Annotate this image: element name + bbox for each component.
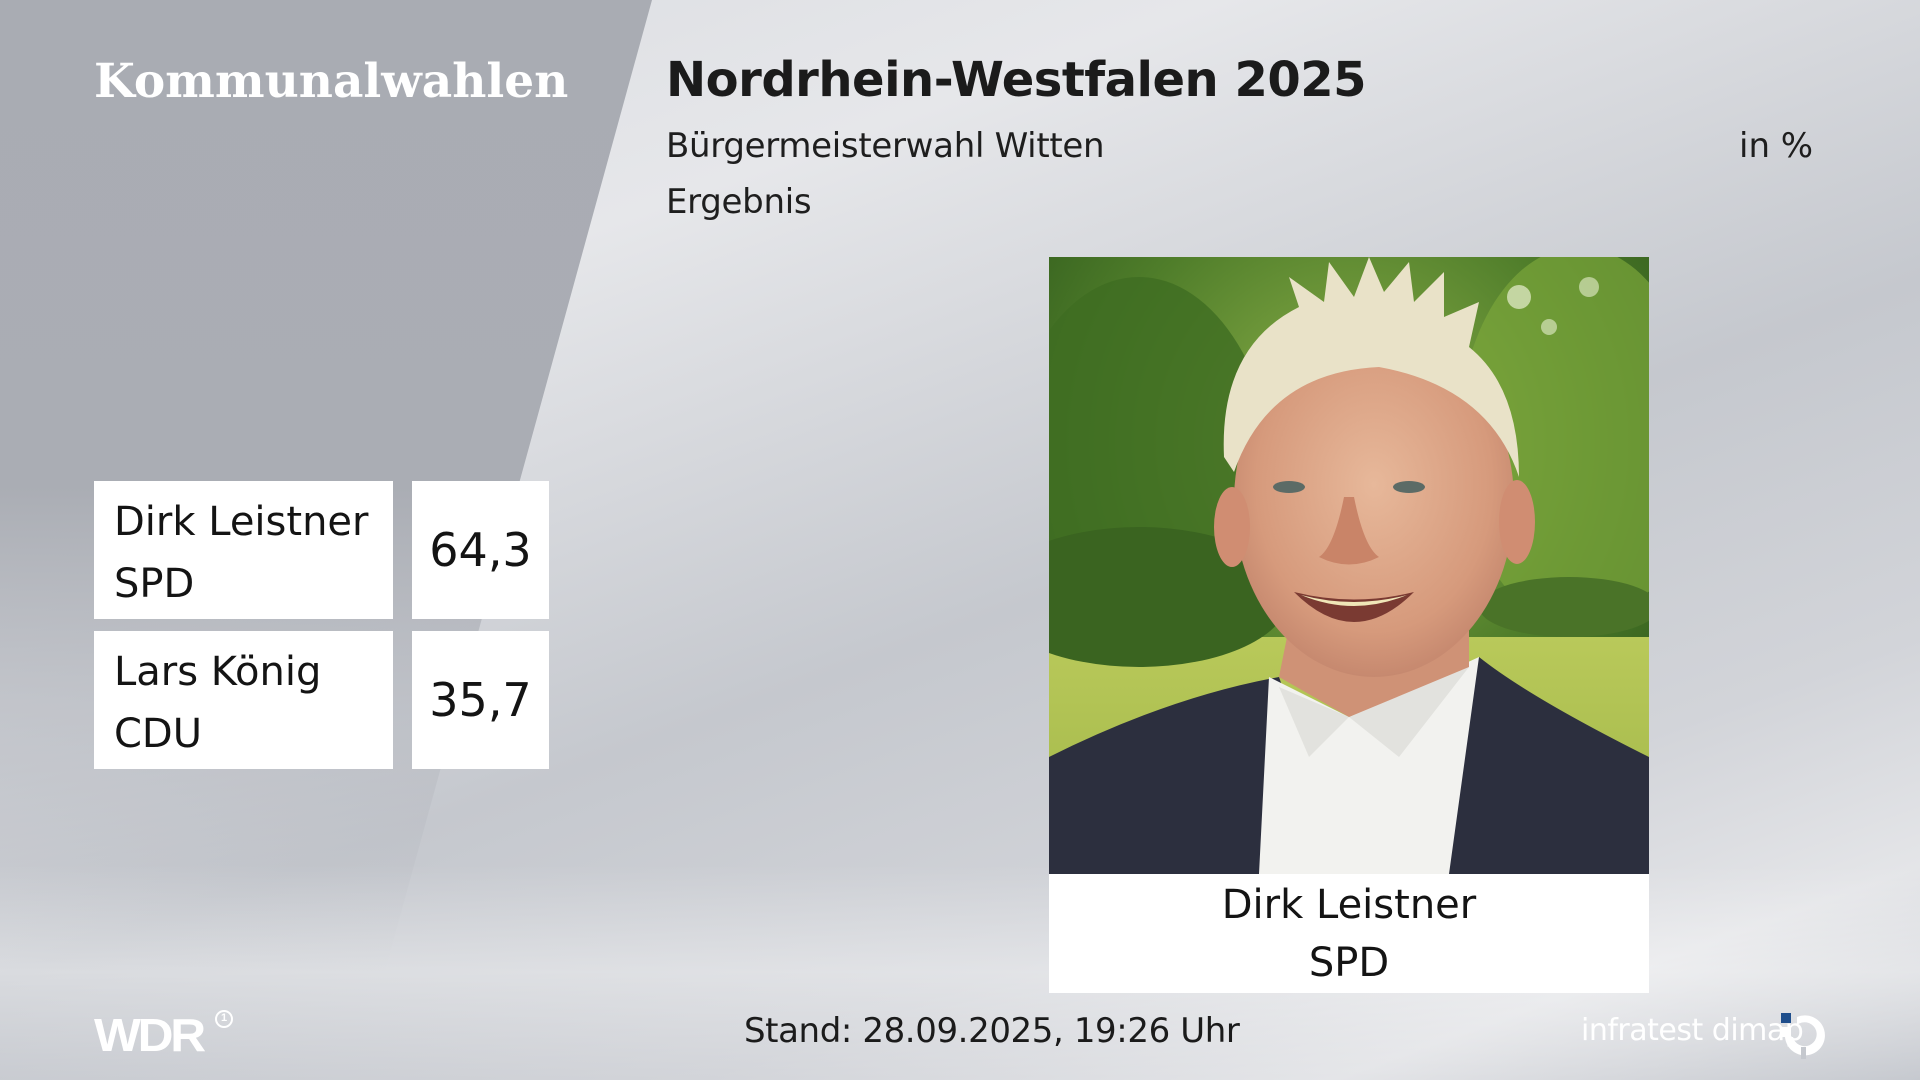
winner-card: Dirk Leistner SPD: [1049, 257, 1649, 993]
result-label: Ergebnis: [666, 182, 812, 222]
candidate-portrait-icon: [1049, 257, 1649, 874]
infratest-dimap-logo-icon: [1779, 1011, 1829, 1061]
ard-one-icon: 1: [215, 1010, 233, 1028]
unit-label: in %: [1739, 126, 1814, 166]
pollster-logo-text: infratest dimap: [1581, 1013, 1804, 1048]
candidate-name: Dirk Leistner: [114, 499, 369, 545]
result-candidate-box: Lars König CDU: [94, 631, 393, 769]
result-candidate-box: Dirk Leistner SPD: [94, 481, 393, 619]
candidate-party: SPD: [114, 561, 195, 607]
page-title: Nordrhein-Westfalen 2025: [666, 52, 1367, 108]
result-value: 35,7: [412, 631, 549, 769]
wdr-logo: WDR: [94, 1009, 206, 1061]
result-row: Lars König CDU 35,7: [94, 631, 549, 769]
result-value: 64,3: [412, 481, 549, 619]
result-row: Dirk Leistner SPD 64,3: [94, 481, 549, 619]
section-title: Kommunalwahlen: [94, 54, 569, 109]
page-subtitle: Bürgermeisterwahl Witten: [666, 126, 1105, 166]
timestamp: Stand: 28.09.2025, 19:26 Uhr: [744, 1011, 1240, 1051]
winner-caption: Dirk Leistner SPD: [1049, 874, 1649, 993]
winner-party: SPD: [1308, 940, 1390, 986]
candidate-name: Lars König: [114, 649, 322, 695]
candidate-party: CDU: [114, 711, 203, 757]
winner-name: Dirk Leistner: [1221, 882, 1477, 928]
